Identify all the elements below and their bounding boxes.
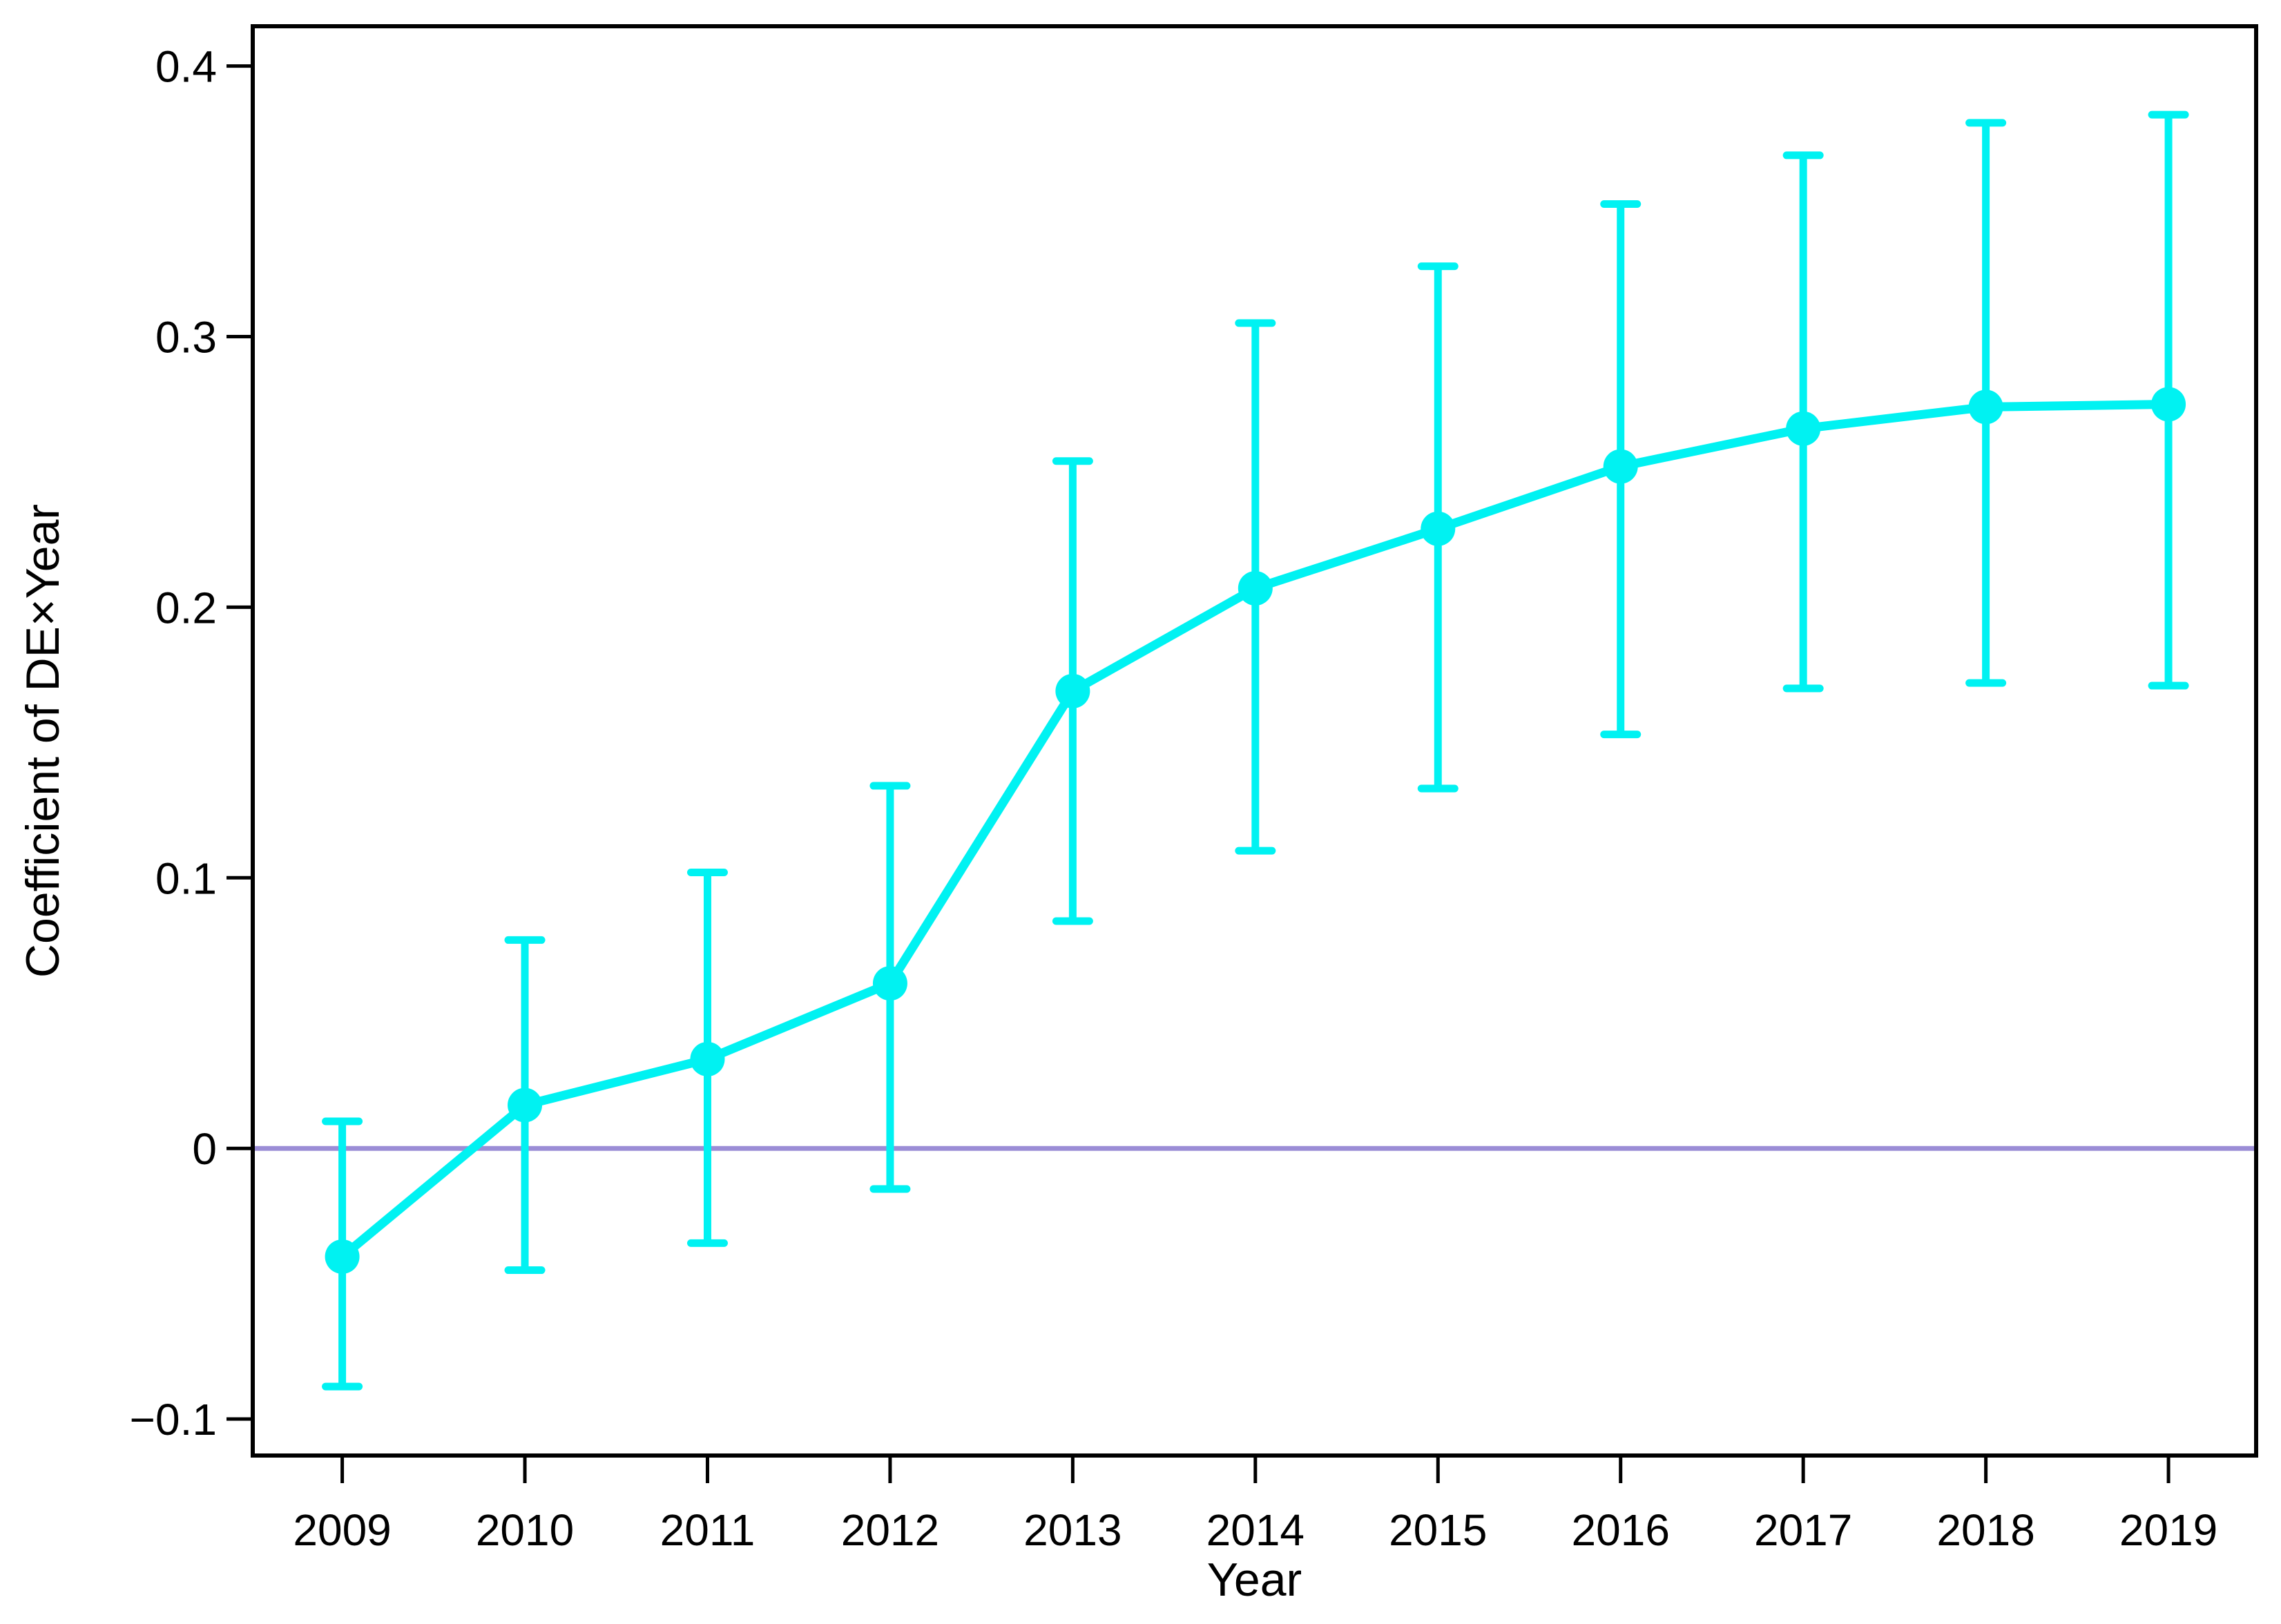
data-point-marker bbox=[690, 1041, 725, 1076]
data-point-marker bbox=[872, 966, 907, 1001]
data-point-marker bbox=[1786, 411, 1821, 446]
x-tick-label: 2012 bbox=[841, 1505, 939, 1555]
data-point-marker bbox=[1603, 449, 1638, 484]
y-axis-ticks: 0.4 0.3 0.2 0.1 0 −0.1 bbox=[130, 42, 251, 1444]
x-tick-label: 2014 bbox=[1206, 1505, 1305, 1555]
data-point-marker bbox=[2151, 387, 2186, 422]
y-tick-label: 0.2 bbox=[155, 583, 217, 632]
x-axis-title: Year bbox=[1206, 1554, 1302, 1606]
y-axis-title: Coefficient of DE×Year bbox=[17, 503, 69, 978]
x-tick-label: 2010 bbox=[476, 1505, 574, 1555]
x-axis-ticks: 2009 2010 2011 2012 2013 2014 2015 2016 2017 2018… bbox=[293, 1457, 2217, 1555]
y-tick-label: 0 bbox=[192, 1124, 217, 1174]
series-coefficient bbox=[322, 110, 2189, 1391]
y-tick-label: −0.1 bbox=[130, 1395, 217, 1444]
x-tick-label: 2009 bbox=[293, 1505, 391, 1555]
data-point-marker bbox=[1968, 389, 2003, 425]
x-tick-label: 2017 bbox=[1754, 1505, 1852, 1555]
data-point-marker bbox=[508, 1088, 543, 1123]
data-point-marker bbox=[1238, 570, 1273, 606]
y-tick-label: 0.3 bbox=[155, 313, 217, 362]
x-tick-label: 2011 bbox=[660, 1505, 755, 1555]
y-tick-label: 0.1 bbox=[155, 853, 217, 903]
x-tick-label: 2015 bbox=[1389, 1505, 1487, 1555]
x-tick-label: 2019 bbox=[2119, 1505, 2217, 1555]
x-tick-label: 2016 bbox=[1572, 1505, 1670, 1555]
y-tick-label: 0.4 bbox=[155, 42, 217, 92]
x-tick-label: 2018 bbox=[1936, 1505, 2034, 1555]
data-point-marker bbox=[1055, 673, 1090, 708]
data-point-marker bbox=[325, 1239, 360, 1274]
plot-border bbox=[251, 24, 2258, 1458]
x-tick-label: 2013 bbox=[1023, 1505, 1122, 1555]
data-point-marker bbox=[1421, 511, 1456, 546]
